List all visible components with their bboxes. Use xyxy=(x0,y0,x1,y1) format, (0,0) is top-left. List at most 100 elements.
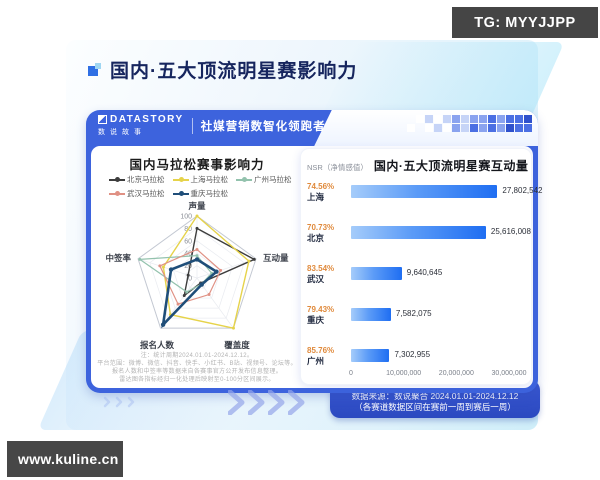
radar-data-point xyxy=(160,322,166,327)
category-label: 上海 xyxy=(307,191,325,202)
radar-axis-label: 中签率 xyxy=(105,253,131,263)
checker-square-icon xyxy=(488,115,496,123)
checker-square-icon xyxy=(452,115,460,123)
chevron-right-icon xyxy=(115,396,123,408)
checker-square-icon xyxy=(497,124,505,132)
bar-track: 7,582,075 xyxy=(351,308,509,321)
checker-square-icon xyxy=(506,115,514,123)
datastory-logo-icon xyxy=(98,115,107,124)
category-label: 重庆 xyxy=(307,314,325,325)
chevron-right-icons-small xyxy=(103,396,136,408)
page-title-row: 国内·五大顶流明星赛影响力 xyxy=(88,56,357,83)
checker-square-icon xyxy=(407,115,415,123)
legend-label: 北京马拉松 xyxy=(127,175,165,184)
bar-fill xyxy=(351,226,486,239)
bar-row: 74.56% 上海 27,802,542 xyxy=(307,171,542,212)
checker-square-icon xyxy=(425,115,433,123)
legend-item: 广州马拉松 xyxy=(236,174,292,185)
x-axis-tick-label: 0 xyxy=(349,370,353,377)
radar-footnote: 注：统计周期2024.01.01-2024.12.12。 平台范围：微博、微信、抖… xyxy=(91,352,303,384)
brand-tagline: 社媒营销数智化领跑者 xyxy=(200,121,326,133)
site-watermark-text: www.kuline.cn xyxy=(18,451,119,467)
radar-data-point xyxy=(195,247,199,251)
radar-section: 国内马拉松赛事影响力 北京马拉松 上海马拉松 广州马拉松 武汉马拉松 重庆马拉松 0 20… xyxy=(91,146,303,388)
chevron-right-icon xyxy=(103,396,111,408)
bar-x-axis: 0 10,000,000 20,000,000 30,000,000 xyxy=(349,370,526,380)
radar-axis-label: 覆盖度 xyxy=(224,340,250,350)
checker-square-icon xyxy=(461,124,469,132)
checker-square-icon xyxy=(443,124,451,132)
bar-track: 25,616,008 xyxy=(351,226,531,239)
checker-square-icon xyxy=(470,124,478,132)
category-label: 武汉 xyxy=(307,273,325,284)
radar-axis-label: 互动量 xyxy=(263,253,289,263)
bar-chart-header: NSR（净情感值） 国内·五大顶流明星赛互动量 xyxy=(307,157,528,174)
x-axis-tick-label: 20,000,000 xyxy=(438,370,474,377)
radar-tick-label: 60 xyxy=(184,238,192,245)
site-watermark: www.kuline.cn xyxy=(7,441,123,477)
radar-tick-label: 100 xyxy=(180,214,192,221)
bar-value-label: 9,640,645 xyxy=(406,268,443,277)
legend-item: 上海马拉松 xyxy=(172,174,229,185)
radar-data-point xyxy=(161,265,165,269)
checker-square-icon xyxy=(515,124,523,132)
checker-square-icon xyxy=(416,124,424,132)
infographic-card: DATASTORY 数说故事 社媒营销数智化领跑者 国内马拉松赛事影响力 北京马… xyxy=(86,110,542,393)
logo-subtext: 数说故事 xyxy=(98,129,146,136)
chevron-right-icon xyxy=(228,390,245,415)
page-title: 国内·五大顶流明星赛影响力 xyxy=(110,61,358,82)
bar-value-label: 27,802,542 xyxy=(502,186,543,195)
radar-legend: 北京马拉松 上海马拉松 广州马拉松 武汉马拉松 重庆马拉松 xyxy=(109,174,299,202)
legend-label: 上海马拉松 xyxy=(190,175,229,184)
radar-series-polygon xyxy=(159,248,222,305)
radar-data-point xyxy=(195,226,199,230)
category-label: 广州 xyxy=(307,355,325,366)
chevron-right-icon xyxy=(127,396,135,408)
legend-item: 北京马拉松 xyxy=(109,174,165,185)
legend-label: 武汉马拉松 xyxy=(127,189,165,198)
radar-data-point xyxy=(207,293,211,297)
legend-line-icon xyxy=(109,191,125,196)
nsr-value: 85.76% xyxy=(307,345,335,355)
checker-square-icon xyxy=(506,124,514,132)
bar-chart-title: 国内·五大顶流明星赛互动量 xyxy=(373,159,529,173)
radar-footnote-line: 报名人数和中签率等数据来自各赛事官方公开发布信息整理。 xyxy=(111,369,283,375)
radar-tick-label: 40 xyxy=(184,251,192,258)
checker-square-icon xyxy=(425,124,433,132)
radar-axis-label: 声量 xyxy=(187,201,206,211)
radar-data-point xyxy=(195,214,199,218)
checker-pattern xyxy=(407,115,532,132)
chevron-right-icon xyxy=(288,390,305,415)
radar-data-point xyxy=(214,269,219,274)
header-divider xyxy=(191,118,193,134)
x-axis-tick-label: 10,000,000 xyxy=(386,370,422,377)
bar-row: 85.76% 广州 7,302,955 xyxy=(307,335,525,376)
radar-data-point xyxy=(182,294,186,298)
checker-square-icon xyxy=(407,124,415,132)
radar-data-point xyxy=(199,282,204,287)
radar-grid-pentagon xyxy=(149,227,245,319)
datastory-logo: DATASTORY 数说故事 xyxy=(98,114,184,138)
x-axis-tick-label: 30,000,000 xyxy=(491,370,527,377)
radar-grid-pentagon xyxy=(137,215,257,329)
checker-square-icon xyxy=(524,115,532,123)
nsr-axis-label: NSR（净情感值） xyxy=(307,163,368,172)
radar-data-point xyxy=(195,254,199,258)
radar-tick-label: 0 xyxy=(188,276,192,283)
radar-data-point xyxy=(247,259,251,263)
chevron-right-icon xyxy=(248,390,265,415)
legend-label: 广州马拉松 xyxy=(254,175,292,184)
category-label: 北京 xyxy=(307,232,325,243)
bar-value-label: 7,302,955 xyxy=(394,350,431,359)
radar-footnote-line: 雷达图各指标经归一化处理后映射至0-100分区间展示。 xyxy=(119,377,275,383)
legend-line-icon xyxy=(109,177,125,182)
nsr-value: 83.54% xyxy=(307,263,335,273)
checker-square-icon xyxy=(434,115,442,123)
checker-square-icon xyxy=(479,115,487,123)
radar-axis-label: 报名人数 xyxy=(140,340,175,350)
radar-footnote-line: 平台范围：微博、微信、抖音、快手、小红书、B站、视频号、论坛等。 xyxy=(97,361,297,367)
checker-square-icon xyxy=(488,124,496,132)
radar-data-point xyxy=(168,267,174,272)
bar-track: 7,302,955 xyxy=(351,349,509,362)
